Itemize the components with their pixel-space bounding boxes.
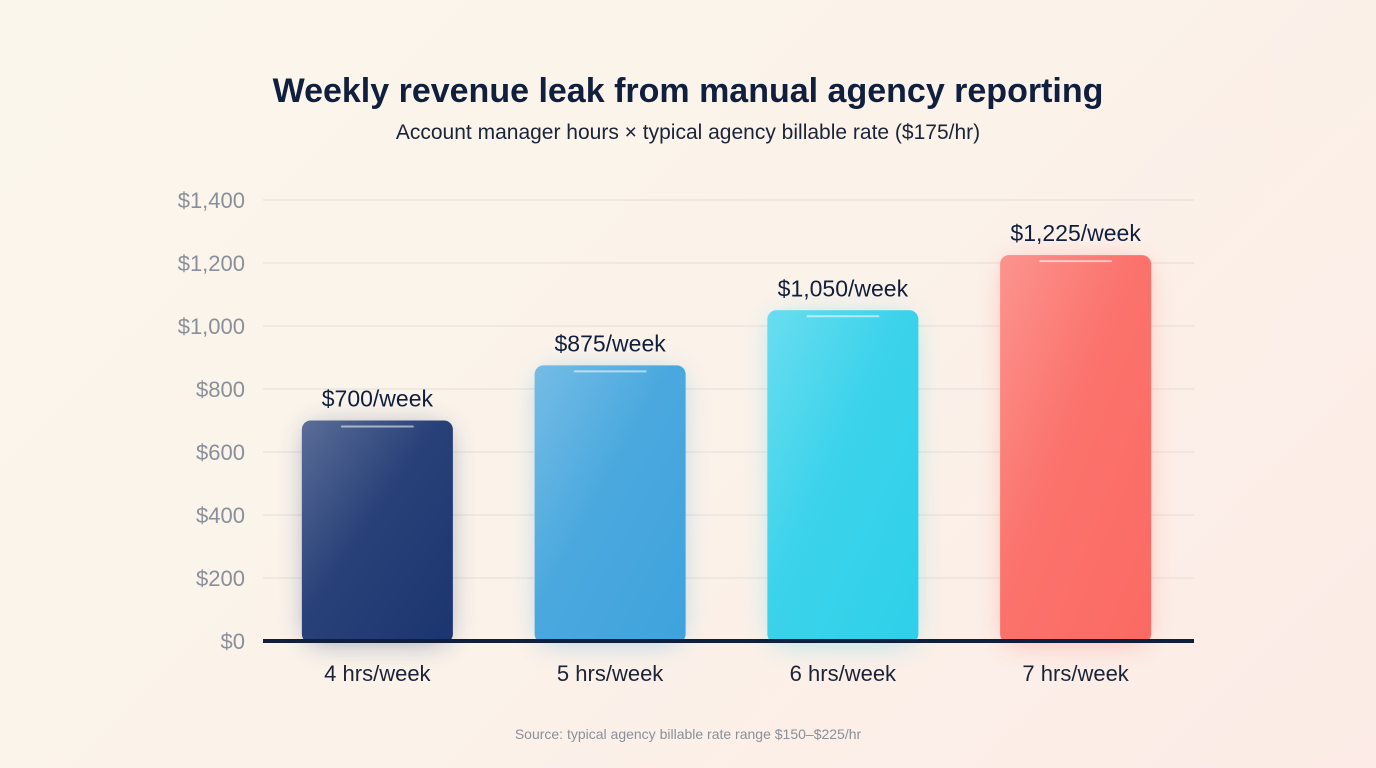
bar-3 — [767, 310, 919, 643]
chart-subtitle: Account manager hours × typical agency b… — [396, 121, 980, 144]
bar-1 — [301, 420, 453, 643]
bar-gloss — [534, 365, 686, 643]
y-tick-label: $800 — [196, 377, 245, 402]
y-tick-label: $200 — [196, 566, 245, 591]
y-tick-label: $1,000 — [178, 314, 245, 339]
y-tick-label: $1,200 — [178, 251, 245, 276]
x-tick-label: 7 hrs/week — [1022, 661, 1129, 686]
y-axis-tick-labels: $0 $200 $400 $600 $800 $1,000 $1,200 $1,400 — [178, 188, 245, 654]
x-tick-label: 5 hrs/week — [557, 661, 664, 686]
data-labels: $700/week $875/week $1,050/week $1,225/week — [322, 220, 1142, 411]
y-tick-label: $600 — [196, 440, 245, 465]
data-label: $1,225/week — [1010, 220, 1141, 246]
data-label: $700/week — [322, 386, 434, 412]
x-tick-label: 4 hrs/week — [324, 661, 431, 686]
bar-gloss — [767, 310, 919, 643]
bar-4 — [1000, 255, 1152, 643]
y-tick-label: $0 — [221, 629, 245, 654]
data-label: $875/week — [555, 330, 667, 356]
bar-gloss — [1000, 255, 1152, 643]
chart-title: Weekly revenue leak from manual agency r… — [273, 72, 1104, 110]
y-tick-label: $1,400 — [178, 188, 245, 213]
bar-2 — [534, 365, 686, 643]
data-label: $1,050/week — [778, 275, 909, 301]
x-axis-tick-labels: 4 hrs/week 5 hrs/week 6 hrs/week 7 hrs/week — [324, 661, 1130, 686]
source-note: Source: typical agency billable rate ran… — [515, 726, 862, 742]
bar-gloss — [301, 420, 453, 643]
bars — [301, 255, 1152, 643]
x-tick-label: 6 hrs/week — [790, 661, 897, 686]
y-tick-label: $400 — [196, 503, 245, 528]
